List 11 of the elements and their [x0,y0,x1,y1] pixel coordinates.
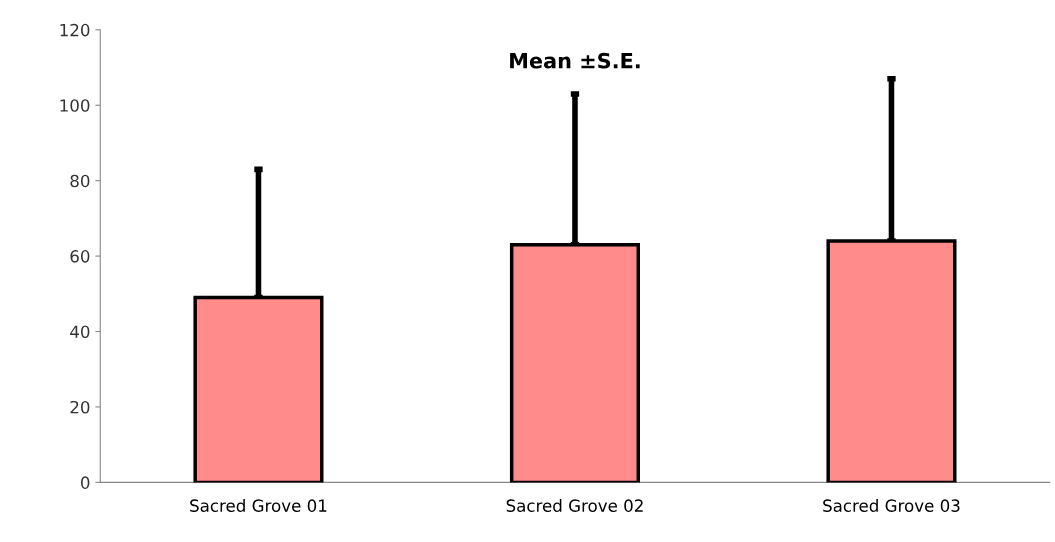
y-tick-label: 20 [70,400,90,414]
y-tick-label: 80 [70,174,90,188]
y-tick-label: 100 [60,99,90,112]
x-tick-label: Sacred Grove 01 [190,499,327,512]
x-tick-label: Sacred Grove 03 [823,499,960,512]
text: Mean ±S.E. [510,52,640,69]
y-tick-label: 0 [81,476,90,489]
y-tick-label: 120 [60,23,90,37]
y-tick-label: 60 [70,250,90,263]
y-tick-label: 40 [70,325,90,339]
x-tick-label: Sacred Grove 02 [506,499,643,512]
